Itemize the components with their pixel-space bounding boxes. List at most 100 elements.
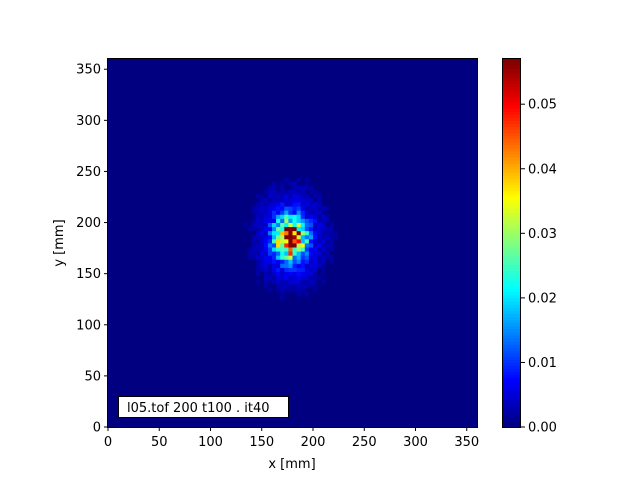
heatmap-cell [317, 214, 322, 219]
heatmap-cell [259, 238, 265, 244]
heatmap-cell [288, 259, 293, 264]
heatmap-cell [251, 238, 256, 244]
heatmap-cell [329, 222, 334, 228]
heatmap-cell [255, 230, 261, 236]
heatmap-cell [288, 234, 293, 240]
colorbar-tick-label: 0.03 [528, 227, 557, 242]
heatmap-cell [272, 193, 277, 199]
colorbar-segment [503, 212, 521, 216]
heatmap-cell [321, 263, 326, 268]
heatmap-cell [247, 255, 252, 260]
heatmap-cell [313, 189, 318, 195]
heatmap-cell [329, 243, 334, 248]
heatmap-cell [317, 259, 322, 264]
heatmap-cell [296, 185, 302, 191]
heatmap-cell [276, 243, 281, 248]
heatmap-cell [251, 222, 256, 228]
colorbar-segment [503, 374, 521, 379]
heatmap-cell [321, 238, 326, 244]
colorbar-segment [503, 98, 521, 103]
heatmap-cell [263, 210, 269, 215]
colorbar-segment [503, 203, 521, 207]
heatmap-cell [263, 234, 269, 240]
heatmap-cell [317, 226, 322, 232]
colorbar-segment [503, 105, 521, 109]
heatmap-cell [304, 234, 310, 240]
heatmap-cell [292, 230, 297, 236]
heatmap-cell [280, 226, 285, 232]
heatmap-cell [292, 222, 297, 228]
heatmap-cell [247, 226, 252, 232]
heatmap-cell [300, 230, 306, 236]
heatmap-cell [304, 206, 310, 211]
colorbar-segment [503, 166, 521, 170]
heatmap-cell [276, 251, 281, 256]
heatmap-cell [284, 247, 289, 252]
heatmap-cell [251, 251, 256, 256]
heatmap-cell [300, 222, 306, 228]
heatmap-cell [308, 283, 314, 289]
heatmap-cell [317, 234, 322, 240]
heatmap-cell [267, 251, 273, 256]
heatmap-cell [263, 283, 269, 289]
heatmap-cell [272, 279, 277, 285]
heatmap-cell [267, 234, 273, 240]
colorbar-segment [503, 393, 521, 397]
colorbar-segment [503, 362, 521, 367]
colorbar-segment [503, 273, 521, 278]
heatmap-cell [276, 275, 281, 281]
heatmap-cell [288, 202, 293, 207]
colorbar-segment [503, 304, 521, 308]
colorbar-segment [503, 59, 521, 63]
heatmap-cell [317, 206, 322, 211]
heatmap-cell [304, 247, 310, 252]
colorbar-segment [503, 169, 521, 173]
heatmap-cell [251, 218, 256, 223]
colorbar-segment [503, 144, 521, 149]
colorbar-segment [503, 325, 521, 330]
heatmap-cell [284, 210, 289, 215]
heatmap-cell [284, 226, 289, 232]
heatmap-cell [308, 267, 314, 273]
heatmap-cell [267, 218, 273, 223]
colorbar-gradient [503, 59, 521, 428]
heatmap-cell [276, 230, 281, 236]
heatmap-cell [280, 210, 285, 215]
heatmap-cell [304, 263, 310, 268]
heatmap-cell [259, 243, 265, 248]
colorbar-segment [503, 172, 521, 177]
heatmap-cell [296, 283, 302, 289]
colorbar-segment [503, 423, 521, 428]
heatmap-cell [313, 251, 318, 256]
plot-frame [107, 58, 478, 428]
heatmap-cell [300, 189, 306, 195]
colorbar-segment [503, 359, 521, 364]
heatmap-cell [284, 230, 289, 236]
heatmap-cell [296, 177, 302, 183]
heatmap-cell [280, 198, 285, 203]
heatmap-cell [259, 267, 265, 273]
heatmap-cell [325, 206, 330, 211]
colorbar-segment [503, 411, 521, 416]
heatmap-cell [325, 255, 330, 260]
heatmap-cell [276, 193, 281, 199]
colorbar-segment [503, 381, 521, 385]
heatmap-cell [263, 279, 269, 285]
colorbar-segment [503, 92, 521, 97]
heatmap-cell [296, 275, 302, 281]
heatmap-cell [276, 189, 281, 195]
heatmap-cell [251, 226, 256, 232]
heatmap-cell [317, 255, 322, 260]
heatmap-cell [259, 226, 265, 232]
colorbar-segment [503, 335, 521, 339]
heatmap-cell [255, 238, 261, 244]
colorbar-segment [503, 206, 521, 210]
heatmap-cell [325, 243, 330, 248]
heatmap-cell [308, 275, 314, 281]
heatmap-cell [325, 226, 330, 232]
heatmap-cell [263, 251, 269, 256]
colorbar-segment [503, 322, 521, 327]
heatmap-cell [317, 198, 322, 203]
heatmap-cell [288, 283, 293, 289]
